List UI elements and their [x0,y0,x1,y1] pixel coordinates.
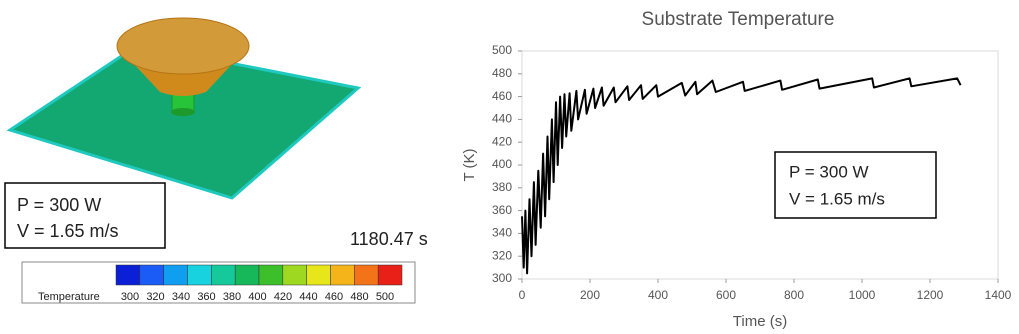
y-tick-label: 420 [492,134,512,148]
colorbar-label: 360 [197,291,215,303]
colorbar-swatch [211,264,236,286]
x-tick-label: 200 [580,288,600,302]
x-tick-label: 400 [648,288,668,302]
y-axis-label: T (K) [461,148,478,181]
colorbar-swatch [377,264,403,286]
chart-title: Substrate Temperature [642,9,835,30]
y-tick-label: 400 [492,157,512,171]
annotation-box [4,182,166,249]
x-axis-label: Time (s) [733,313,787,330]
colorbar-swatch [306,264,331,286]
colorbar-label: 500 [376,291,394,303]
y-tick-label: 440 [492,112,512,126]
colorbar-label: 320 [146,291,164,303]
colorbar-swatch [258,264,284,286]
colorbar-title: Temperature [38,291,100,303]
data-line [521,77,962,275]
simulation-render [6,17,362,200]
plot: 300 320 340 360 380 400 420 440 460 480 500 0 200 400… [492,43,1012,302]
annotation-box [774,151,937,219]
annotation: V = 1.65 m/s [17,221,119,241]
deposit-top [116,17,250,75]
x-tick-label: 1200 [917,288,944,302]
y-tick-label: 380 [492,180,512,194]
annotation: P = 300 W [17,195,101,215]
colorbar: 300 320 340 360 380 400 420 440 460 480 500 [115,264,403,303]
time-label: 1180.47 s [350,229,428,249]
colorbar-label: 380 [223,291,241,303]
x-tick-label: 600 [716,288,736,302]
y-tick-label: 360 [492,203,512,217]
y-tick-label: 340 [492,226,512,240]
y-tick-label: 320 [492,248,512,262]
colorbar-label: 300 [121,291,139,303]
y-tick-label: 480 [492,66,512,80]
colorbar-swatch [139,264,164,286]
x-tick-label: 0 [519,288,526,302]
y-tick-label: 300 [492,271,512,285]
x-tick-label: 1400 [985,288,1012,302]
substrate-plate [6,43,362,200]
colorbar-label: 400 [248,291,266,303]
colorbar-swatch [163,264,188,286]
colorbar-label: 440 [299,291,317,303]
x-tick-label: 800 [784,288,804,302]
x-tick-label: 1000 [849,288,876,302]
colorbar-label: 340 [172,291,190,303]
deposit-base [171,108,195,116]
y-tick-label: 500 [492,43,512,57]
colorbar-label: 480 [350,291,368,303]
annotation: V = 1.65 m/s [789,189,885,208]
colorbar-swatch [330,264,355,286]
colorbar-label: 460 [325,291,343,303]
colorbar-swatch [354,264,379,286]
colorbar-label: 420 [274,291,292,303]
colorbar-swatch [234,264,260,286]
colorbar-swatch [187,264,212,286]
colorbar-swatch [282,264,307,286]
annotation: P = 300 W [789,162,869,181]
y-tick-label: 460 [492,89,512,103]
colorbar-swatch [115,264,141,286]
